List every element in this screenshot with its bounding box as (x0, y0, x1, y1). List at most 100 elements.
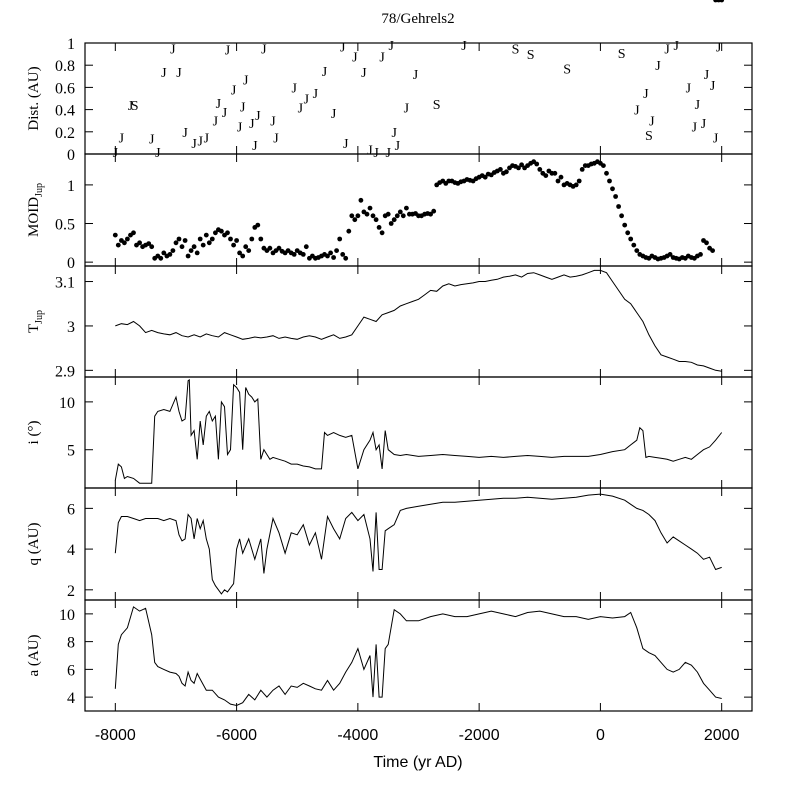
ytick-label-a-3: 10 (59, 607, 75, 624)
moid-point-8 (137, 240, 143, 246)
moid-point-6 (131, 230, 136, 236)
moid-point-84 (367, 205, 373, 211)
encounter-2: J (128, 99, 134, 114)
encounter-61: J (695, 98, 701, 113)
ylabel-dist: Dist. (AU) (26, 66, 42, 130)
moid-point-40 (234, 238, 240, 243)
encounter-27: J (291, 81, 297, 96)
encounter-20: J (243, 74, 249, 89)
x-axis: -8000 -6000 -4000 -2000 0 2000 (95, 727, 740, 744)
moid-point-147 (558, 174, 564, 180)
ytick-label-dist-0: 0 (67, 147, 75, 164)
encounter-22: J (252, 139, 258, 154)
ytick-label-moid-1: 0.5 (55, 217, 75, 234)
moid-point-200 (719, 0, 725, 3)
series-line-inc (114, 378, 723, 484)
moid-point-171 (631, 242, 637, 248)
moid-point-43 (243, 244, 249, 250)
moid-point-197 (710, 248, 715, 254)
moid-point-63 (303, 244, 309, 250)
ylabel-moid: MOIDJup (26, 183, 45, 237)
panel-q: 2 4 6 q (AU) (26, 487, 753, 601)
encounter-54: S (645, 129, 653, 144)
encounter-11: J (197, 135, 203, 150)
encounter-63: J (704, 68, 710, 83)
encounter-44: J (404, 101, 410, 116)
moid-point-172 (634, 248, 640, 254)
series-line-a (114, 606, 722, 707)
moid-point-70 (325, 253, 330, 259)
xtick-label-4: 0 (596, 727, 605, 744)
encounter-41: J (388, 39, 394, 54)
moid-point-129 (504, 169, 509, 175)
encounter-15: J (222, 106, 228, 121)
moid-point-20 (173, 240, 179, 246)
ytick-label-a-0: 4 (67, 690, 75, 707)
xtick-label-2: -4000 (337, 727, 378, 744)
panel-frame-inc (84, 376, 753, 489)
encounter-42: J (391, 126, 397, 141)
moid-point-87 (376, 225, 382, 230)
encounter-60: J (692, 120, 698, 135)
panel-a: 4 6 8 10 a (AU) (26, 599, 753, 712)
moid-point-139 (534, 161, 540, 167)
encounter-10: J (191, 137, 197, 152)
moid-point-45 (249, 236, 255, 242)
encounter-65: J (713, 131, 719, 146)
moid-point-72 (331, 255, 336, 260)
encounter-28: J (298, 101, 304, 116)
moid-point-152 (573, 182, 579, 188)
moid-point-32 (209, 236, 215, 242)
encounter-14: J (216, 97, 222, 112)
moid-point-93 (394, 213, 400, 219)
ytick-label-dist-1: 0.2 (55, 125, 75, 142)
moid-point-169 (625, 230, 631, 236)
moid-point-81 (358, 197, 364, 203)
moid-point-154 (579, 167, 585, 172)
moid-point-71 (328, 250, 333, 256)
moid-point-37 (225, 230, 230, 236)
moid-point-35 (219, 228, 224, 234)
encounter-38: J (373, 146, 379, 161)
encounter-9: J (182, 126, 188, 141)
moid-point-105 (431, 208, 437, 214)
encounter-18: J (237, 120, 243, 135)
moid-point-41 (237, 250, 243, 256)
moid-point-54 (276, 245, 282, 251)
encounter-24: J (261, 43, 267, 58)
encounter-46: S (433, 98, 441, 113)
ytick-label-dist-5: 1 (67, 36, 75, 53)
ytick-label-moid-2: 1 (67, 178, 75, 195)
encounter-43: J (395, 139, 401, 154)
moid-point-15 (158, 255, 164, 261)
moid-point-153 (576, 178, 582, 184)
encounter-1: J (119, 131, 125, 146)
ylabel-a: a (AU) (26, 634, 42, 676)
moid-point-122 (482, 174, 488, 180)
encounter-3: S (131, 99, 139, 114)
encounter-26: J (273, 131, 279, 146)
moid-point-193 (698, 252, 703, 257)
moid-point-48 (258, 236, 264, 242)
moid-point-145 (552, 170, 558, 176)
moid-point-163 (607, 178, 612, 184)
moid-point-30 (203, 232, 209, 238)
moid-point-104 (428, 211, 433, 217)
moid-point-29 (200, 242, 206, 248)
moid-point-28 (197, 236, 203, 242)
series-line-q (114, 493, 722, 595)
panel-frame-q (84, 487, 753, 601)
ylabel-tjup: TJup (26, 310, 45, 333)
moid-point-83 (364, 211, 370, 217)
moid-point-127 (498, 167, 503, 172)
encounter-50: S (563, 63, 571, 78)
encounter-0: J (113, 146, 119, 161)
moid-point-26 (191, 244, 197, 250)
encounter-37: J (367, 144, 373, 159)
encounter-57: J (664, 43, 670, 58)
series-line-tjup (115, 269, 722, 372)
encounter-23: J (255, 109, 261, 124)
